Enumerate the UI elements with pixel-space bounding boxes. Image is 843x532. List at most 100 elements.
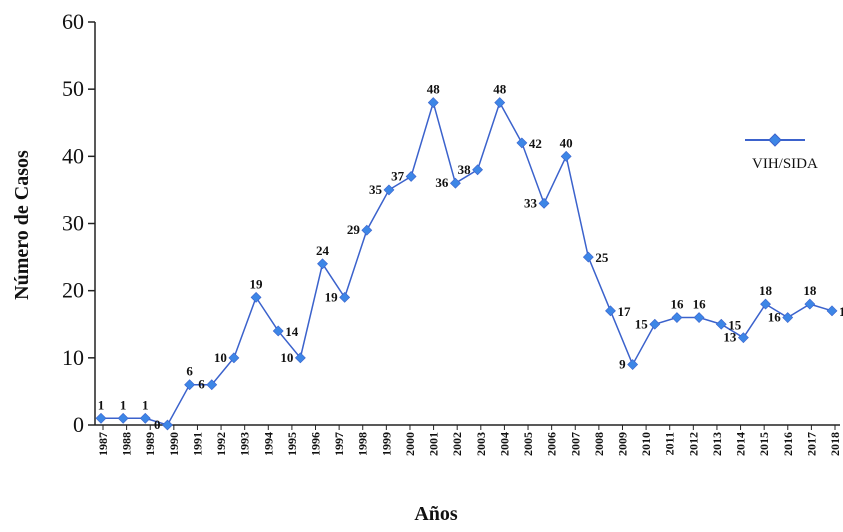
- marker: [494, 97, 506, 109]
- x-tick-label: 2006: [545, 432, 559, 456]
- marker: [649, 318, 661, 330]
- marker: [715, 318, 727, 330]
- marker: [737, 332, 749, 344]
- value-label: 19: [325, 289, 339, 304]
- y-tick-label: 20: [62, 278, 84, 303]
- x-tick-label: 1995: [285, 432, 299, 456]
- value-label: 48: [493, 82, 507, 97]
- x-tick-label: 2002: [450, 432, 464, 456]
- y-tick-label: 50: [62, 76, 84, 101]
- x-tick-label: 2005: [521, 432, 535, 456]
- x-tick-label: 1996: [309, 432, 323, 456]
- value-label: 16: [693, 297, 707, 312]
- marker: [627, 359, 639, 370]
- marker: [671, 312, 683, 323]
- marker: [405, 171, 417, 182]
- x-tick-label: 2014: [734, 432, 748, 456]
- x-tick-label: 2011: [663, 432, 677, 455]
- value-label: 42: [529, 136, 542, 151]
- x-tick-label: 2008: [592, 432, 606, 456]
- value-label: 9: [619, 357, 626, 372]
- legend-marker: [768, 133, 782, 147]
- value-label: 6: [198, 377, 205, 392]
- y-axis-label: Número de Casos: [11, 150, 33, 300]
- x-tick-label: 2010: [639, 432, 653, 456]
- y-tick-label: 60: [62, 9, 84, 34]
- x-tick-label: 1998: [356, 432, 370, 456]
- value-label: 36: [435, 175, 449, 190]
- x-tick-label: 1987: [96, 432, 110, 456]
- marker: [383, 184, 395, 196]
- value-label: 10: [214, 350, 227, 365]
- marker: [449, 177, 461, 189]
- marker: [560, 150, 572, 162]
- x-tick-label: 2007: [568, 432, 582, 456]
- x-tick-label: 1993: [238, 432, 252, 456]
- value-label: 35: [369, 182, 383, 197]
- value-label: 16: [670, 297, 684, 312]
- marker: [516, 137, 528, 149]
- marker: [317, 258, 328, 270]
- x-tick-label: 2013: [710, 432, 724, 456]
- x-tick-label: 2012: [686, 432, 700, 456]
- value-label: 37: [391, 168, 405, 183]
- x-tick-label: 2009: [615, 432, 629, 456]
- marker: [427, 97, 439, 109]
- x-tick-label: 1989: [143, 432, 157, 456]
- marker: [826, 305, 838, 317]
- marker: [250, 291, 262, 303]
- value-label: 18: [759, 283, 773, 298]
- value-label: 17: [617, 304, 631, 319]
- x-tick-label: 1991: [190, 432, 204, 456]
- x-tick-label: 2015: [757, 432, 771, 456]
- value-label: 14: [285, 324, 299, 339]
- value-label: 17: [839, 304, 843, 319]
- value-label: 6: [186, 364, 193, 379]
- value-label: 15: [635, 316, 649, 331]
- x-tick-label: 2018: [828, 432, 842, 456]
- marker: [361, 224, 373, 236]
- value-label: 0: [154, 417, 161, 432]
- value-label: 25: [595, 250, 609, 265]
- x-tick-label: 2016: [781, 432, 795, 456]
- marker: [760, 298, 771, 310]
- y-tick-label: 30: [62, 211, 84, 236]
- x-tick-label: 1994: [261, 432, 275, 456]
- value-label: 24: [316, 243, 330, 258]
- x-tick-label: 2003: [474, 432, 488, 456]
- marker: [339, 291, 351, 303]
- marker: [582, 251, 594, 263]
- legend-label: VIH/SIDA: [752, 156, 818, 172]
- line: [101, 99, 833, 426]
- value-label: 38: [458, 162, 472, 177]
- x-tick-label: 1992: [214, 432, 228, 456]
- marker: [538, 197, 550, 209]
- marker: [117, 412, 129, 424]
- marker: [804, 298, 816, 310]
- x-tick-label: 2001: [427, 432, 441, 456]
- marker: [605, 305, 616, 317]
- x-tick-label: 1999: [379, 432, 393, 456]
- y-tick-label: 10: [62, 345, 84, 370]
- marker: [782, 312, 794, 323]
- marker: [272, 325, 284, 337]
- x-tick-label: 2004: [497, 432, 511, 456]
- marker: [95, 412, 107, 424]
- marker: [294, 352, 306, 364]
- value-label: 29: [347, 222, 361, 237]
- value-label: 13: [723, 330, 737, 345]
- marker: [472, 164, 484, 176]
- value-label: 18: [803, 283, 817, 298]
- value-label: 1: [142, 397, 149, 412]
- value-label: 40: [560, 135, 573, 150]
- x-axis-label: Años: [414, 503, 458, 525]
- x-tick-label: 2000: [403, 432, 417, 456]
- marker: [228, 352, 240, 364]
- marker: [206, 379, 218, 391]
- y-tick-label: 40: [62, 143, 84, 168]
- x-tick-label: 1990: [167, 432, 181, 456]
- value-label: 19: [250, 276, 264, 291]
- value-label: 10: [280, 350, 293, 365]
- value-label: 48: [427, 82, 441, 97]
